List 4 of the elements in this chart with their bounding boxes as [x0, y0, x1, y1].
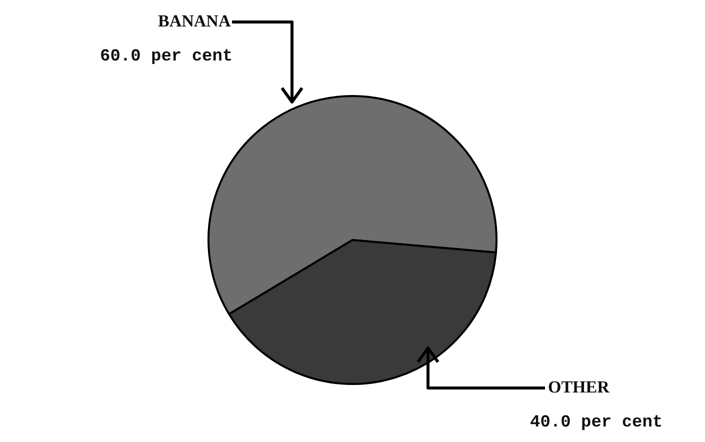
- data-label: 60.0 per cent: [100, 47, 233, 66]
- slice-label: BANANA: [158, 11, 232, 30]
- data-label: 40.0 per cent: [530, 413, 663, 432]
- slice-label: OTHER: [548, 377, 610, 396]
